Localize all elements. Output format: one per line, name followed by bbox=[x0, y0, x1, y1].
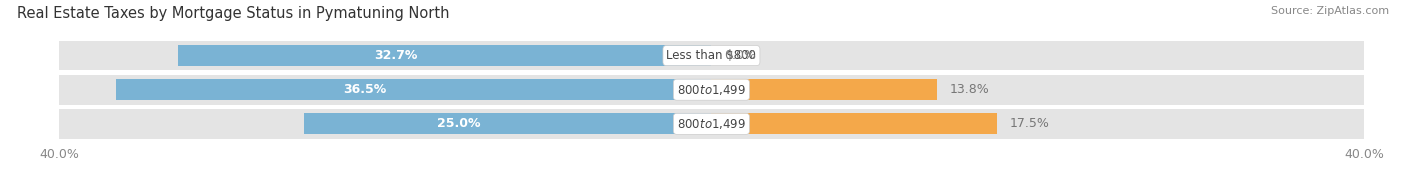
Text: 0.0%: 0.0% bbox=[724, 49, 756, 62]
Legend: Without Mortgage, With Mortgage: Without Mortgage, With Mortgage bbox=[578, 194, 845, 195]
Text: 13.8%: 13.8% bbox=[949, 83, 990, 96]
Text: Real Estate Taxes by Mortgage Status in Pymatuning North: Real Estate Taxes by Mortgage Status in … bbox=[17, 6, 450, 21]
Text: Source: ZipAtlas.com: Source: ZipAtlas.com bbox=[1271, 6, 1389, 16]
Bar bbox=[304, 113, 711, 134]
Bar bbox=[711, 113, 997, 134]
Bar bbox=[59, 109, 1364, 139]
Text: $800 to $1,499: $800 to $1,499 bbox=[676, 83, 747, 97]
Text: 17.5%: 17.5% bbox=[1010, 117, 1050, 130]
Bar bbox=[59, 75, 1364, 105]
Text: Less than $800: Less than $800 bbox=[666, 49, 756, 62]
Bar bbox=[117, 79, 711, 100]
Text: $800 to $1,499: $800 to $1,499 bbox=[676, 117, 747, 131]
Bar bbox=[711, 79, 936, 100]
Bar bbox=[59, 41, 1364, 70]
Text: 32.7%: 32.7% bbox=[374, 49, 418, 62]
Text: 25.0%: 25.0% bbox=[437, 117, 481, 130]
Bar bbox=[179, 45, 711, 66]
Text: 36.5%: 36.5% bbox=[343, 83, 387, 96]
